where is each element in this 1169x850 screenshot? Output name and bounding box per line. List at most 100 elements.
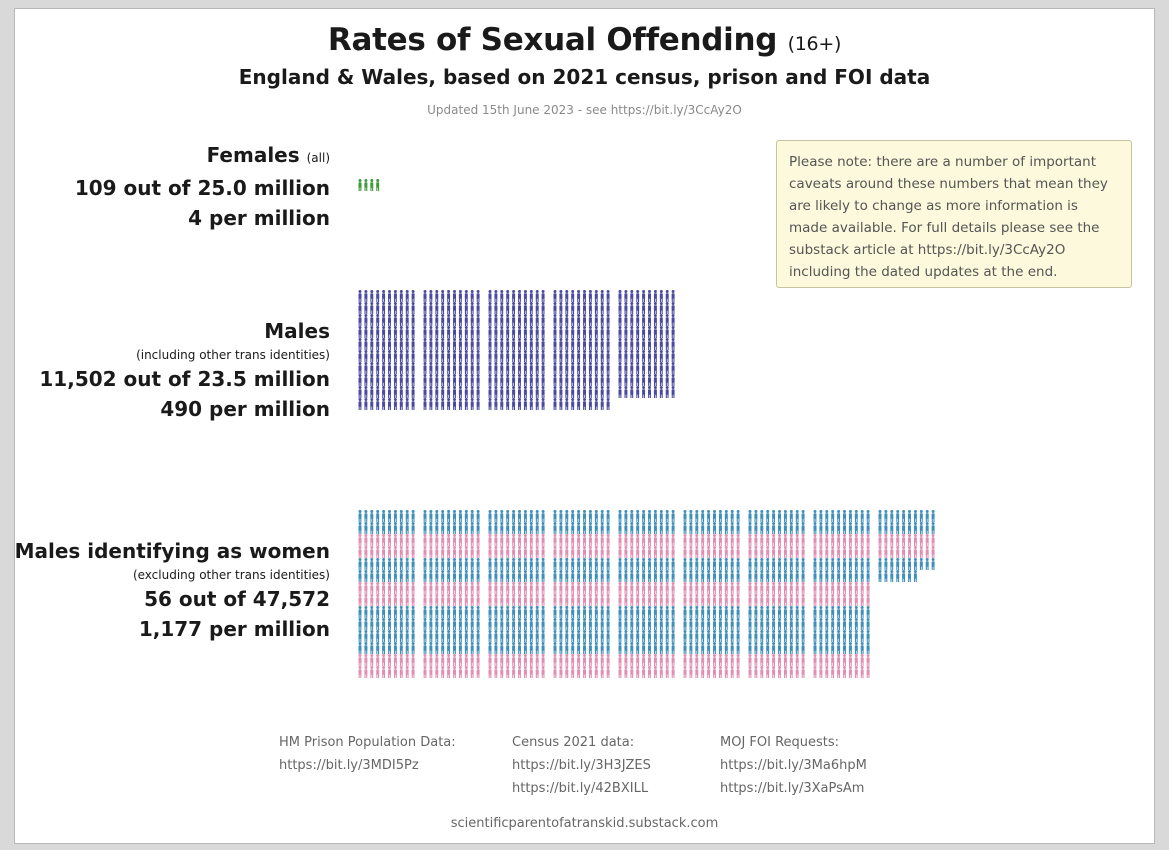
person-icon xyxy=(854,510,858,522)
person-icon xyxy=(500,534,504,546)
person-icon xyxy=(588,594,592,606)
person-icon xyxy=(565,582,569,594)
person-icon xyxy=(577,338,581,350)
person-icon xyxy=(695,654,699,666)
person-icon xyxy=(393,362,397,374)
person-icon xyxy=(553,558,557,570)
person-icon xyxy=(795,546,799,558)
person-icon xyxy=(441,606,445,618)
person-icon xyxy=(890,522,894,534)
person-icon xyxy=(393,326,397,338)
person-icon xyxy=(494,666,498,678)
person-icon xyxy=(724,582,728,594)
person-icon xyxy=(618,362,622,374)
person-icon xyxy=(843,558,846,570)
person-icon xyxy=(429,570,433,582)
footer-site[interactable]: scientificparentofatranskid.substack.com xyxy=(450,816,719,831)
person-icon xyxy=(659,642,663,654)
person-icon xyxy=(405,570,409,582)
person-icon xyxy=(523,666,527,678)
person-icon xyxy=(789,642,793,654)
person-icon xyxy=(618,558,622,570)
person-icon xyxy=(388,666,391,678)
person-icon xyxy=(358,522,362,534)
person-icon xyxy=(447,362,451,374)
person-icon xyxy=(447,546,451,558)
person-icon xyxy=(848,534,852,546)
person-icon xyxy=(754,594,758,606)
person-icon xyxy=(636,666,640,678)
person-icon xyxy=(364,398,368,410)
person-icon xyxy=(778,558,781,570)
person-icon xyxy=(606,546,610,558)
person-icon xyxy=(636,558,640,570)
person-icon xyxy=(553,338,557,350)
person-icon xyxy=(736,618,740,630)
person-icon xyxy=(559,326,563,338)
person-icon xyxy=(393,374,397,386)
person-icon xyxy=(453,338,456,350)
person-icon xyxy=(819,606,823,618)
person-icon xyxy=(760,546,764,558)
person-icon xyxy=(388,398,391,410)
person-icon xyxy=(382,654,386,666)
person-icon xyxy=(447,558,451,570)
person-icon xyxy=(783,558,787,570)
person-icon xyxy=(695,630,699,642)
footer-link[interactable]: https://bit.ly/3MDI5Pz xyxy=(279,758,419,773)
person-icon xyxy=(476,302,480,314)
person-icon xyxy=(535,642,539,654)
person-icon xyxy=(902,570,906,582)
person-icon xyxy=(866,522,870,534)
person-icon xyxy=(553,666,557,678)
person-icon xyxy=(429,302,433,314)
person-icon xyxy=(447,618,451,630)
person-icon xyxy=(488,522,492,534)
person-icon xyxy=(754,510,758,522)
person-icon xyxy=(523,606,527,618)
person-icon xyxy=(648,654,651,666)
person-icon xyxy=(630,654,634,666)
person-icon xyxy=(559,338,563,350)
person-icon xyxy=(535,362,539,374)
person-icon xyxy=(819,582,823,594)
person-icon xyxy=(571,338,575,350)
person-icon xyxy=(831,606,835,618)
person-icon xyxy=(588,386,592,398)
person-icon xyxy=(441,594,445,606)
person-icon xyxy=(411,362,415,374)
person-icon xyxy=(630,546,634,558)
person-icon xyxy=(594,606,598,618)
person-icon xyxy=(583,558,586,570)
footer-link[interactable]: https://bit.ly/3XaPsAm xyxy=(720,781,865,796)
person-icon xyxy=(565,522,569,534)
person-icon xyxy=(541,570,545,582)
person-icon xyxy=(689,558,693,570)
person-icon xyxy=(760,594,764,606)
person-icon xyxy=(500,594,504,606)
person-icon xyxy=(523,618,527,630)
person-icon xyxy=(718,618,722,630)
person-icon xyxy=(488,546,492,558)
person-icon xyxy=(884,558,888,570)
person-icon xyxy=(884,534,888,546)
person-icon xyxy=(825,534,829,546)
person-icon xyxy=(541,582,545,594)
person-icon xyxy=(789,534,793,546)
footer-link[interactable]: https://bit.ly/3Ma6hpM xyxy=(720,758,867,773)
footer-link[interactable]: https://bit.ly/3H3JZES xyxy=(512,758,651,773)
person-icon xyxy=(458,618,462,630)
footer-link[interactable]: https://bit.ly/42BXILL xyxy=(512,781,649,796)
person-icon xyxy=(642,522,646,534)
person-icon xyxy=(429,338,433,350)
person-icon xyxy=(778,654,781,666)
person-icon xyxy=(642,654,646,666)
person-icon xyxy=(358,350,362,362)
person-icon xyxy=(925,510,929,522)
person-icon xyxy=(464,374,468,386)
person-icon xyxy=(541,522,545,534)
person-icon xyxy=(778,534,781,546)
person-icon xyxy=(659,594,663,606)
person-icon xyxy=(925,522,929,534)
person-icon xyxy=(405,606,409,618)
